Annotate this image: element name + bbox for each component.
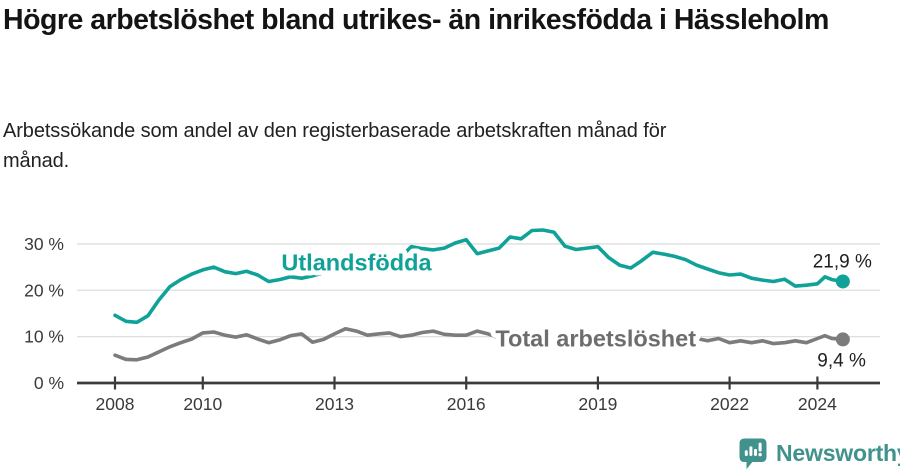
series-inline-label-0: Utlandsfödda (281, 249, 432, 275)
y-tick-label: 0 % (34, 373, 64, 393)
series-inline-label-1: Total arbetslöshet (495, 325, 696, 351)
y-tick-label: 30 % (24, 234, 64, 254)
x-tick-label: 2019 (578, 394, 617, 414)
x-tick-label: 2013 (315, 394, 354, 414)
series-end-value-1: 9,4 % (817, 350, 866, 371)
series-line-0 (113, 228, 845, 325)
y-tick-label: 10 % (24, 327, 64, 347)
y-tick-label: 20 % (24, 280, 64, 300)
chart-subtitle: Arbetssökande som andel av den registerb… (3, 120, 667, 172)
brand-name: Newsworthy (776, 440, 900, 466)
x-tick-label: 2024 (798, 394, 837, 414)
series-end-dot-1 (835, 332, 850, 347)
x-tick-label: 2022 (710, 394, 749, 414)
x-tick-label: 2010 (183, 394, 222, 414)
x-tick-label: 2016 (447, 394, 486, 414)
newsworthy-logo-icon (739, 438, 767, 469)
x-tick-label: 2008 (96, 394, 135, 414)
series-end-dot-0 (835, 274, 850, 289)
series-end-value-0: 21,9 % (813, 251, 872, 272)
page-title: Högre arbetslöshet bland utrikes- än inr… (3, 4, 829, 36)
series-line-1 (113, 326, 845, 362)
newsworthy-brand-link[interactable]: Newsworthy (739, 437, 900, 470)
